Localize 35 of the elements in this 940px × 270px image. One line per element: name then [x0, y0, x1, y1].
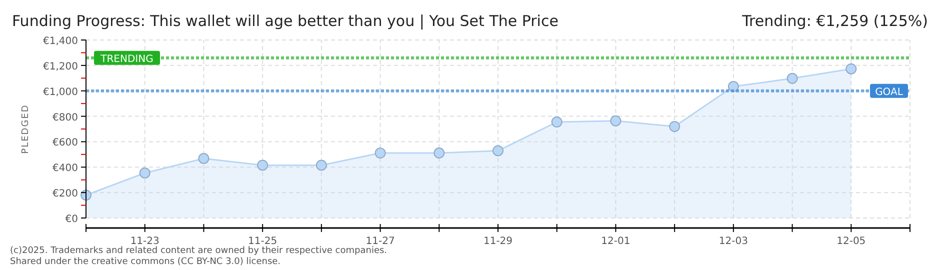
y-tick-label: €800 [52, 112, 78, 124]
chart-subtitle: Trending: €1,259 (125%) [741, 12, 928, 30]
x-tick-label: 11-29 [483, 236, 513, 247]
point [434, 148, 445, 159]
x-tick-label: 11-23 [130, 236, 160, 247]
point [139, 167, 150, 178]
point [786, 72, 798, 84]
y-tick-label: €400 [52, 163, 78, 174]
ref-line-label: TRENDING [100, 54, 154, 65]
point [257, 160, 268, 171]
y-tick-label: €1,200 [43, 61, 78, 72]
point [492, 145, 504, 156]
point [728, 81, 739, 92]
ref-line-label: GOAL [875, 86, 904, 98]
y-tick-label: €1,400 [43, 36, 78, 47]
point [846, 63, 857, 74]
x-tick-label: 12-01 [601, 236, 630, 247]
y-axis-title: PLEDGED [21, 104, 31, 154]
y-tick-label: €600 [52, 138, 78, 149]
point [198, 152, 210, 164]
point [669, 120, 680, 132]
x-tick-label: 11-27 [366, 236, 395, 247]
text: Shared under the creative commons (CC BY-NC 3.0) license. [10, 257, 281, 267]
x-tick-label: 12-03 [718, 236, 748, 247]
x-tick-label: 11-25 [248, 236, 278, 247]
point [551, 116, 562, 128]
y-tick-label: €200 [52, 188, 78, 200]
text: (c)2025. Trademarks and related content are owned by their respective companies. [10, 246, 388, 256]
point [610, 115, 622, 126]
x-tick-label: 12-05 [836, 236, 866, 247]
point [316, 160, 327, 171]
y-tick-label: €0 [65, 214, 78, 225]
point [374, 148, 386, 159]
chart-title: Funding Progress: This wallet will age better than you | You Set The Price [12, 12, 558, 30]
y-tick-label: €1,000 [43, 86, 78, 98]
